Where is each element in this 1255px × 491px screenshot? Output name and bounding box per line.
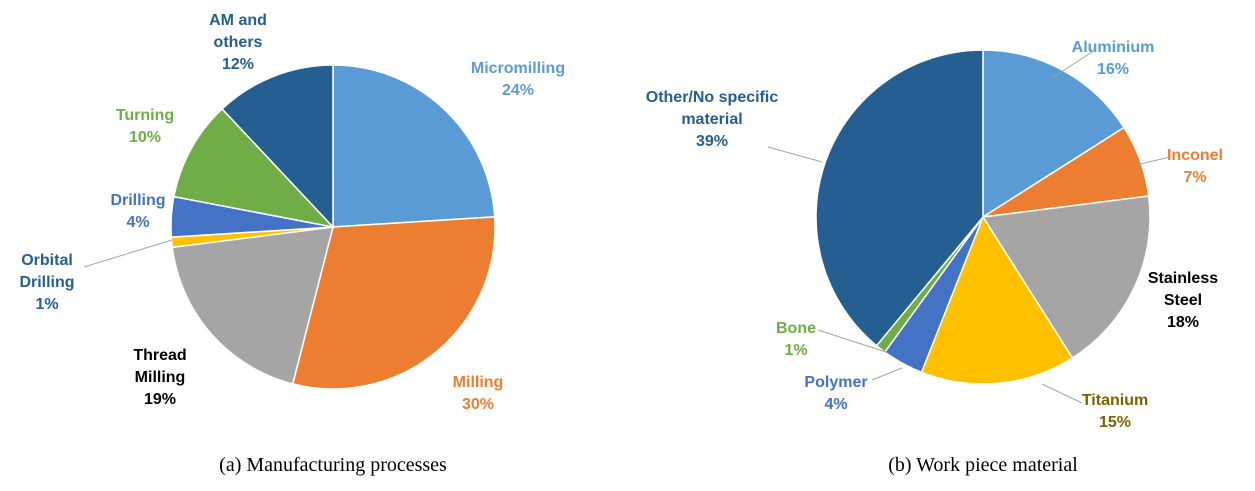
leader-line (817, 329, 887, 353)
value-label: 1% (784, 342, 808, 359)
category-name: Titanium (1081, 392, 1149, 409)
value-label: 30% (461, 396, 495, 413)
pie-slice (332, 64, 496, 228)
caption: (a) Manufacturing processes (219, 454, 447, 476)
pie-slice (291, 216, 496, 390)
slice-label: AM and others 12% (198, 10, 278, 76)
category-name: Other/No specific material (645, 89, 779, 128)
pie-slice (171, 226, 335, 385)
pie-slice (920, 215, 1074, 385)
slice-label: Thread Milling 19% (120, 345, 200, 411)
slice-label: Stainless Steel 18% (1138, 268, 1228, 334)
value-label: 10% (128, 129, 162, 146)
slice-label: Aluminium 16% (1058, 37, 1168, 81)
slice-label: Polymer 4% (791, 372, 881, 416)
slice-label: Titanium 15% (1065, 390, 1165, 434)
slice-label: Turning 10% (105, 105, 185, 149)
slice-label: Drilling 4% (98, 190, 178, 234)
value-label: 16% (1096, 61, 1130, 78)
pie-slice (981, 195, 1151, 360)
leader-line (1041, 383, 1083, 404)
category-name: Drilling (110, 192, 166, 209)
category-name: Thread Milling (133, 347, 187, 386)
value-label: 24% (501, 82, 535, 99)
value-label: 18% (1166, 314, 1200, 331)
category-name: Milling (452, 374, 504, 391)
category-name: Orbital Drilling (19, 252, 75, 291)
value-label: 1% (35, 296, 59, 313)
value-label: 7% (1183, 169, 1207, 186)
category-name: Stainless Steel (1147, 270, 1219, 309)
slice-label: Inconel 7% (1150, 145, 1240, 189)
category-name: Aluminium (1071, 39, 1155, 56)
category-name: Bone (776, 320, 816, 337)
slice-label: Micromilling 24% (448, 58, 588, 102)
pie-slice (172, 107, 336, 229)
value-label: 15% (1098, 414, 1132, 431)
value-label: 4% (824, 396, 848, 413)
value-label: 19% (143, 391, 177, 408)
slice-label: Bone 1% (766, 318, 826, 362)
pie-slice (815, 49, 984, 347)
value-label: 4% (126, 214, 150, 231)
slice-label: Other/No specific material 39% (632, 87, 792, 153)
pie-slice (221, 64, 334, 229)
category-name: Polymer (804, 374, 868, 391)
caption: (b) Work piece material (888, 454, 1078, 476)
leader-line (767, 146, 823, 163)
leader-line (83, 239, 173, 268)
leader-line (871, 367, 903, 381)
value-label: 39% (695, 133, 729, 150)
category-name: Turning (115, 107, 175, 124)
slice-label: Orbital Drilling 1% (7, 250, 87, 316)
category-name: AM and others (209, 12, 267, 51)
value-label: 12% (221, 56, 255, 73)
leader-line (1135, 156, 1171, 166)
category-name: Micromilling (470, 60, 566, 77)
slice-label: Milling 30% (428, 372, 528, 416)
leader-line (1051, 51, 1093, 79)
category-name: Inconel (1166, 147, 1223, 164)
